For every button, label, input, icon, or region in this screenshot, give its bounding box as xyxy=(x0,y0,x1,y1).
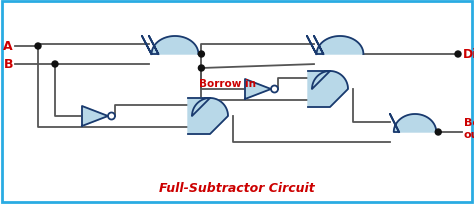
Circle shape xyxy=(455,52,461,58)
Circle shape xyxy=(52,62,58,68)
Circle shape xyxy=(35,44,41,50)
Text: B: B xyxy=(3,58,13,71)
Circle shape xyxy=(199,52,204,58)
Polygon shape xyxy=(308,72,348,108)
FancyBboxPatch shape xyxy=(2,2,472,202)
Polygon shape xyxy=(245,80,271,100)
Text: Diff: Diff xyxy=(463,48,474,61)
Text: Borrow
out: Borrow out xyxy=(464,118,474,139)
Polygon shape xyxy=(82,106,108,126)
Text: A: A xyxy=(3,40,13,53)
Circle shape xyxy=(271,86,278,93)
Polygon shape xyxy=(314,37,364,55)
Polygon shape xyxy=(188,99,228,134)
Circle shape xyxy=(108,113,115,120)
Text: Full-Subtractor Circuit: Full-Subtractor Circuit xyxy=(159,182,315,195)
Circle shape xyxy=(199,66,204,72)
Polygon shape xyxy=(390,114,436,132)
Circle shape xyxy=(435,129,441,135)
Polygon shape xyxy=(149,37,199,55)
Text: Borrow in: Borrow in xyxy=(200,79,256,89)
